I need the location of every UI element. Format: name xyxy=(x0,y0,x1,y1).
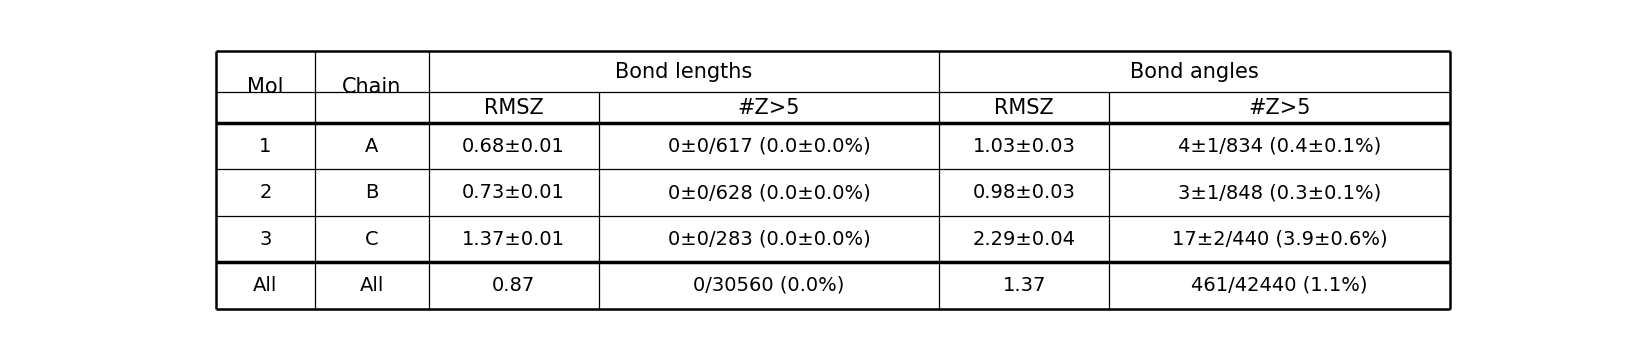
Text: 2: 2 xyxy=(258,183,271,202)
Text: C: C xyxy=(366,230,379,248)
Text: All: All xyxy=(359,276,384,295)
Text: 0.98±0.03: 0.98±0.03 xyxy=(973,183,1076,202)
Text: 0±0/628 (0.0±0.0%): 0±0/628 (0.0±0.0%) xyxy=(668,183,871,202)
Text: 2.29±0.04: 2.29±0.04 xyxy=(973,230,1076,248)
Text: 4±1/834 (0.4±0.1%): 4±1/834 (0.4±0.1%) xyxy=(1178,137,1381,156)
Text: 0/30560 (0.0%): 0/30560 (0.0%) xyxy=(694,276,845,295)
Text: #Z>5: #Z>5 xyxy=(738,98,800,117)
Text: 1.37: 1.37 xyxy=(1003,276,1046,295)
Text: 0.68±0.01: 0.68±0.01 xyxy=(461,137,566,156)
Text: B: B xyxy=(366,183,379,202)
Text: Chain: Chain xyxy=(343,77,401,97)
Text: Bond angles: Bond angles xyxy=(1129,62,1259,82)
Text: 0±0/617 (0.0±0.0%): 0±0/617 (0.0±0.0%) xyxy=(668,137,871,156)
Text: 3±1/848 (0.3±0.1%): 3±1/848 (0.3±0.1%) xyxy=(1178,183,1381,202)
Text: 0.87: 0.87 xyxy=(492,276,535,295)
Text: 3: 3 xyxy=(258,230,271,248)
Text: A: A xyxy=(366,137,379,156)
Text: All: All xyxy=(254,276,278,295)
Text: 461/42440 (1.1%): 461/42440 (1.1%) xyxy=(1191,276,1368,295)
Text: 1.03±0.03: 1.03±0.03 xyxy=(973,137,1076,156)
Text: 1: 1 xyxy=(258,137,271,156)
Text: Bond lengths: Bond lengths xyxy=(616,62,752,82)
Text: #Z>5: #Z>5 xyxy=(1248,98,1311,117)
Text: RMSZ: RMSZ xyxy=(484,98,543,117)
Text: 1.37±0.01: 1.37±0.01 xyxy=(461,230,566,248)
Text: RMSZ: RMSZ xyxy=(994,98,1055,117)
Text: 0±0/283 (0.0±0.0%): 0±0/283 (0.0±0.0%) xyxy=(668,230,871,248)
Text: 17±2/440 (3.9±0.6%): 17±2/440 (3.9±0.6%) xyxy=(1172,230,1388,248)
Text: Mol: Mol xyxy=(247,77,284,97)
Text: 0.73±0.01: 0.73±0.01 xyxy=(461,183,566,202)
